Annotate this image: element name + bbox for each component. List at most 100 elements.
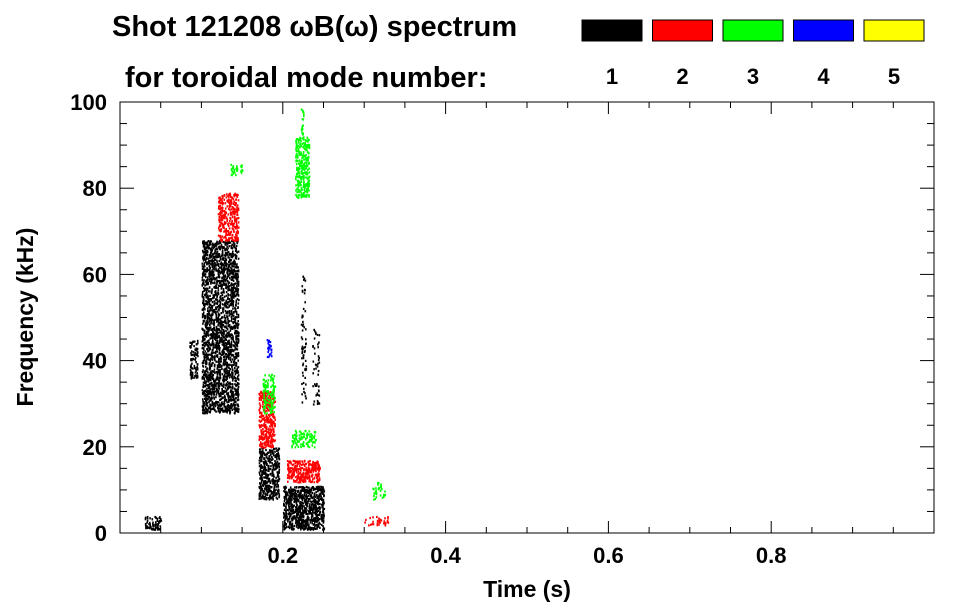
spectrum-point <box>207 334 210 337</box>
spectrum-point <box>226 193 228 196</box>
spectrum-point <box>222 296 224 300</box>
spectrum-point <box>306 173 309 176</box>
spectrum-point <box>305 163 308 166</box>
spectrum-point <box>262 428 264 431</box>
spectrum-point <box>219 211 222 214</box>
spectrum-point <box>306 136 309 139</box>
cluster-mode-1-1 <box>189 339 199 380</box>
spectrum-point <box>293 497 295 500</box>
spectrum-point <box>201 290 204 294</box>
spectrum-point <box>220 279 223 282</box>
spectrum-point <box>212 348 214 351</box>
spectrum-point <box>299 523 301 526</box>
spectrum-point <box>313 487 315 490</box>
spectrum-point <box>305 139 308 142</box>
spectrum-point <box>291 507 293 510</box>
spectrum-point <box>221 387 223 391</box>
spectrum-point <box>228 198 230 201</box>
spectrum-point <box>259 486 261 489</box>
series-mode-1 <box>144 240 326 531</box>
spectrum-point <box>301 501 303 504</box>
spectrum-point <box>195 376 198 379</box>
spectrum-point <box>217 286 219 290</box>
spectrum-point <box>305 498 307 501</box>
spectrum-point <box>302 307 305 310</box>
spectrum-point <box>309 471 312 474</box>
spectrum-point <box>234 361 237 364</box>
spectrum-point <box>312 528 315 531</box>
spectrum-point <box>258 495 261 498</box>
spectrum-point <box>266 463 268 466</box>
spectrum-point <box>237 231 239 234</box>
spectrum-point <box>220 287 223 290</box>
spectrum-point <box>232 392 234 395</box>
spectrum-point <box>222 384 224 387</box>
spectrum-point <box>320 488 323 492</box>
spectrum-point <box>219 214 222 217</box>
spectrum-point <box>195 348 197 351</box>
spectrum-point <box>272 478 274 481</box>
spectrum-point <box>306 518 309 521</box>
spectrum-point <box>317 464 319 467</box>
spectrum-point <box>307 158 309 161</box>
spectrum-point <box>237 405 240 408</box>
spectrum-point <box>277 453 280 456</box>
spectrum-point <box>217 242 220 245</box>
spectrum-point <box>298 167 301 170</box>
spectrum-point <box>223 295 226 298</box>
spectrum-point <box>235 273 237 276</box>
spectrum-point <box>236 381 239 385</box>
spectrum-point <box>236 327 239 330</box>
spectrum-point <box>234 408 237 411</box>
spectrum-point <box>222 375 225 378</box>
spectrum-point <box>267 416 270 419</box>
spectrum-point <box>223 314 226 317</box>
spectrum-point <box>298 460 300 463</box>
spectrum-point <box>317 346 319 349</box>
spectrum-point <box>260 488 262 491</box>
spectrum-point <box>267 469 269 472</box>
spectrum-point <box>216 355 219 358</box>
spectrum-point <box>317 466 320 469</box>
spectrum-point <box>304 477 306 480</box>
spectrum-point <box>272 458 274 461</box>
spectrum-point <box>315 466 318 469</box>
spectrum-point <box>219 356 222 359</box>
spectrum-point <box>202 311 205 314</box>
spectrum-point <box>294 497 296 500</box>
spectrum-point <box>309 463 312 466</box>
spectrum-point <box>204 406 207 409</box>
spectrum-point <box>317 513 319 516</box>
spectrum-point <box>234 373 237 376</box>
spectrum-point <box>307 497 310 501</box>
spectrum-point <box>296 471 298 474</box>
spectrum-point <box>260 459 263 462</box>
spectrum-point <box>217 318 219 321</box>
spectrum-point <box>234 263 236 266</box>
spectrum-point <box>315 480 318 483</box>
spectrum-point <box>296 507 299 511</box>
legend-label-mode-5: 5 <box>888 64 900 89</box>
spectrum-point <box>193 345 195 348</box>
spectrum-point <box>285 490 287 493</box>
spectrum-point <box>217 268 220 271</box>
spectrum-point <box>317 497 320 500</box>
spectrum-point <box>215 267 217 270</box>
spectrum-point <box>234 247 237 250</box>
spectrum-point <box>294 486 296 489</box>
spectrum-point <box>230 301 233 304</box>
spectrum-point <box>216 367 219 370</box>
spectrum-point <box>292 470 295 473</box>
spectrum-point <box>232 402 235 405</box>
spectrum-point <box>221 299 223 302</box>
spectrum-point <box>217 213 220 216</box>
spectrum-point <box>274 439 276 442</box>
spectrum-point <box>236 392 239 395</box>
spectrum-point <box>226 380 229 384</box>
spectrum-point <box>293 480 295 483</box>
spectrum-point <box>232 344 234 347</box>
spectrum-point <box>296 179 299 182</box>
spectrum-point <box>307 466 310 469</box>
spectrum-point <box>309 519 311 522</box>
